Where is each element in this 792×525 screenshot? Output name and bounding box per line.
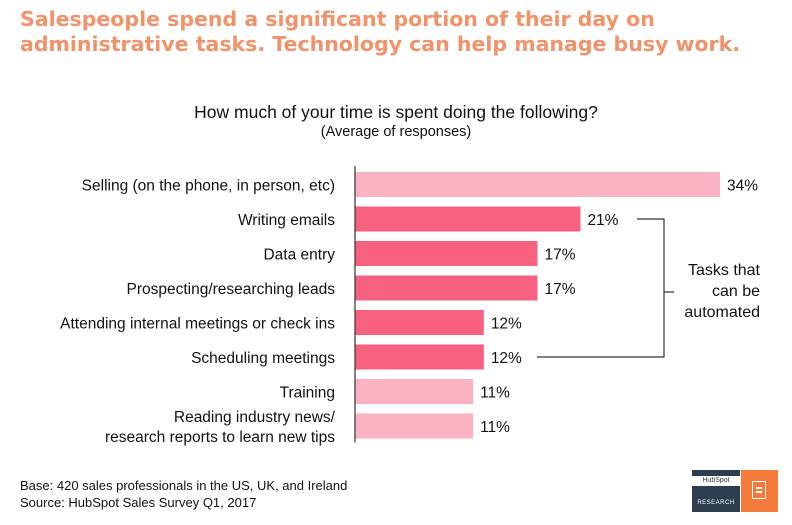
footer: Base: 420 sales professionals in the US,… xyxy=(20,477,347,511)
footer-source: Source: HubSpot Sales Survey Q1, 2017 xyxy=(20,495,257,510)
category-label-7-line-0: Reading industry news/ xyxy=(174,409,336,426)
category-label-7-line-1: research reports to learn new tips xyxy=(105,429,335,446)
bar-6 xyxy=(355,379,474,404)
category-label-1: Writing emails xyxy=(238,212,335,229)
bar-7 xyxy=(355,413,474,439)
chart-subtitle: (Average of responses) xyxy=(320,124,472,140)
bar-value-label-3: 17% xyxy=(545,281,576,298)
bar-value-label-6: 11% xyxy=(480,385,510,402)
automated-annotation: Tasks that can be automated xyxy=(640,260,760,323)
hubspot-research-logo: HubSpot RESEARCH xyxy=(692,470,740,512)
book-icon xyxy=(752,481,766,499)
bar-value-label-5: 12% xyxy=(491,350,522,367)
annotation-line-1: Tasks that xyxy=(687,262,760,279)
footer-base: Base: 420 sales professionals in the US,… xyxy=(20,478,348,493)
bar-value-label-1: 21% xyxy=(587,212,618,229)
bar-value-label-2: 17% xyxy=(545,247,576,264)
headline-line-1: Salespeople spend a significant portion … xyxy=(20,7,655,31)
bar-3 xyxy=(355,275,538,301)
book-icon-tile xyxy=(741,470,778,512)
bar-value-label-4: 12% xyxy=(491,316,522,333)
headline: Salespeople spend a significant portion … xyxy=(20,7,780,57)
bar-value-label-7: 11% xyxy=(480,419,510,436)
category-label-6: Training xyxy=(280,385,335,402)
annotation-line-3: automated xyxy=(684,304,760,321)
automated-bracket xyxy=(537,218,674,358)
chart-title: How much of your time is spent doing the… xyxy=(194,102,598,122)
annotation-line-2: can be xyxy=(711,283,760,300)
bar-1 xyxy=(355,206,581,232)
category-label-4: Attending internal meetings or check ins xyxy=(60,316,335,333)
category-label-2: Data entry xyxy=(263,247,335,264)
bar-value-label-0: 34% xyxy=(727,178,758,195)
logo-brand: HubSpot xyxy=(692,476,740,486)
bar-0 xyxy=(355,172,720,197)
bar-5 xyxy=(355,344,484,370)
category-label-0: Selling (on the phone, in person, etc) xyxy=(82,178,335,195)
category-label-3: Prospecting/researching leads xyxy=(126,281,335,298)
headline-line-2: administrative tasks. Technology can hel… xyxy=(20,32,741,56)
category-label-5: Scheduling meetings xyxy=(191,350,335,367)
bar-2 xyxy=(355,241,538,266)
logo-label: RESEARCH xyxy=(697,500,735,506)
bar-4 xyxy=(355,310,484,335)
